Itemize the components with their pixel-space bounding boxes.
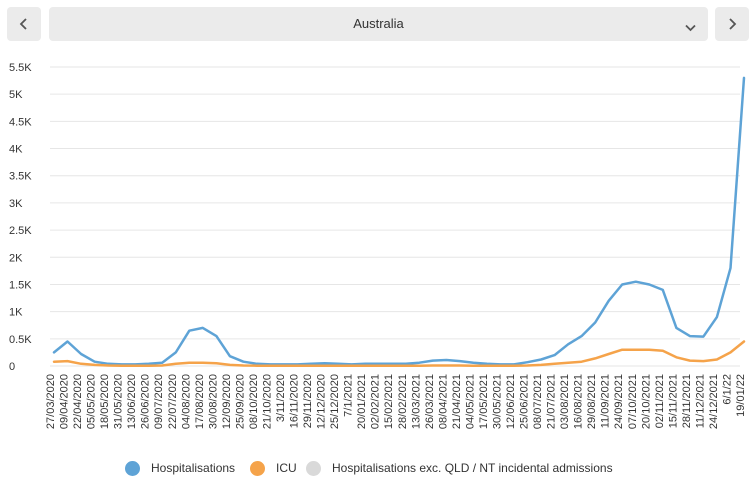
x-tick-label: 04/08/2020 <box>180 374 192 429</box>
x-tick-label: 26/03/2021 <box>424 374 436 429</box>
x-tick-label: 31/05/2020 <box>113 374 125 429</box>
x-tick-label: 17/08/2020 <box>194 374 206 429</box>
y-tick-label: 3.5K <box>9 171 32 183</box>
x-tick-label: 08/04/2021 <box>437 374 449 429</box>
y-tick-label: 4.5K <box>9 116 32 128</box>
x-tick-label: 11/12/2021 <box>694 374 706 428</box>
x-tick-label: 24/12/2021 <box>708 374 720 429</box>
y-tick-label: 2.5K <box>9 225 32 237</box>
chart-legend: Hospitalisations ICU Hospitalisations ex… <box>0 458 756 478</box>
x-tick-label: 03/08/2021 <box>559 374 571 429</box>
legend-label: Hospitalisations <box>151 461 236 475</box>
x-tick-label: 21/04/2021 <box>451 374 463 429</box>
x-tick-label: 30/05/2021 <box>491 374 503 429</box>
x-tick-label: 22/07/2020 <box>167 374 179 429</box>
x-tick-label: 16/11/2020 <box>289 374 301 428</box>
x-tick-label: 12/12/2020 <box>316 374 328 429</box>
x-tick-label: 29/11/2020 <box>302 374 314 428</box>
y-tick-label: 2K <box>9 252 23 264</box>
x-tick-label: 7/1/2021 <box>343 374 355 417</box>
x-tick-label: 20/10/2021 <box>640 374 652 429</box>
hospitalisations-chart: 0 0.5K 1K 1.5K 2K 2.5K 3K 3.5K 4K 4.5K 5K 5.5K 27/03… <box>9 62 747 429</box>
x-tick-label: 09/07/2020 <box>153 374 165 429</box>
y-tick-label: 5.5K <box>9 62 32 74</box>
x-tick-label: 22/04/2020 <box>72 374 84 429</box>
y-tick-label: 1.5K <box>9 279 32 291</box>
series-line <box>52 340 746 367</box>
x-tick-label: 6/1/22 <box>721 374 733 405</box>
x-tick-label: 18/05/2020 <box>99 374 111 429</box>
legend-label: ICU <box>276 461 297 475</box>
x-tick-label: 15/11/2021 <box>667 374 679 428</box>
x-tick-label: 02/02/2021 <box>370 374 382 429</box>
y-tick-label: 5K <box>9 89 23 101</box>
legend-swatch <box>125 460 140 476</box>
chevron-right-icon <box>727 18 737 30</box>
previous-button[interactable] <box>7 7 41 41</box>
x-tick-label: 28/11/2021 <box>681 374 693 428</box>
x-tick-label: 25/09/2020 <box>234 374 246 429</box>
legend-item-hospitalisations-excluded[interactable]: Hospitalisations exc. QLD / NT incidenta… <box>306 458 613 478</box>
chevron-down-icon <box>685 19 696 37</box>
chevron-left-icon <box>19 18 29 30</box>
next-button[interactable] <box>715 7 749 41</box>
x-tick-label: 05/05/2020 <box>86 374 98 429</box>
legend-item-icu[interactable]: ICU <box>250 458 297 478</box>
x-tick-label: 3/11/2020 <box>275 374 287 422</box>
x-tick-label: 13/06/2020 <box>126 374 138 429</box>
legend-label: Hospitalisations exc. QLD / NT incidenta… <box>332 461 613 475</box>
x-tick-label: 15/02/2021 <box>383 374 395 429</box>
legend-item-hospitalisations[interactable]: Hospitalisations <box>125 458 235 478</box>
x-tick-label: 20/01/2021 <box>356 374 368 429</box>
y-tick-label: 0 <box>9 361 15 373</box>
x-tick-label: 25/12/2020 <box>329 374 341 429</box>
x-tick-label: 07/10/2021 <box>627 374 639 429</box>
x-tick-label: 13/03/2021 <box>410 374 422 429</box>
x-tick-label: 25/06/2021 <box>519 374 531 429</box>
x-tick-label: 17/05/2021 <box>478 374 490 429</box>
x-tick-label: 11/09/2021 <box>600 374 612 428</box>
x-tick-label: 12/09/2020 <box>221 374 233 429</box>
series-line <box>52 76 746 366</box>
x-tick-label: 26/06/2020 <box>140 374 152 429</box>
legend-swatch <box>250 460 265 476</box>
y-tick-label: 1K <box>9 307 23 319</box>
x-tick-label: 08/10/2020 <box>248 374 260 429</box>
y-tick-label: 4K <box>9 144 23 156</box>
x-tick-label: 30/08/2020 <box>207 374 219 429</box>
region-select[interactable]: Australia <box>49 7 708 41</box>
x-tick-label: 09/04/2020 <box>59 374 71 429</box>
x-tick-label: 28/02/2021 <box>397 374 409 429</box>
y-tick-label: 0.5K <box>9 334 32 346</box>
legend-swatch <box>306 460 321 476</box>
x-tick-label: 19/01/22 <box>735 374 747 417</box>
x-tick-label: 16/08/2021 <box>573 374 585 429</box>
x-tick-label: 08/07/2021 <box>532 374 544 429</box>
x-tick-label: 04/05/2021 <box>464 374 476 429</box>
x-tick-label: 21/07/2021 <box>546 374 558 429</box>
x-tick-label: 27/03/2020 <box>45 374 57 429</box>
y-tick-label: 3K <box>9 198 23 210</box>
x-tick-label: 02/11/2021 <box>654 374 666 428</box>
region-select-value: Australia <box>353 16 404 31</box>
x-tick-label: 12/06/2021 <box>505 374 517 429</box>
x-tick-label: 29/08/2021 <box>586 374 598 429</box>
x-tick-label: 21/10/2020 <box>261 374 273 429</box>
x-tick-label: 24/09/2021 <box>613 374 625 429</box>
